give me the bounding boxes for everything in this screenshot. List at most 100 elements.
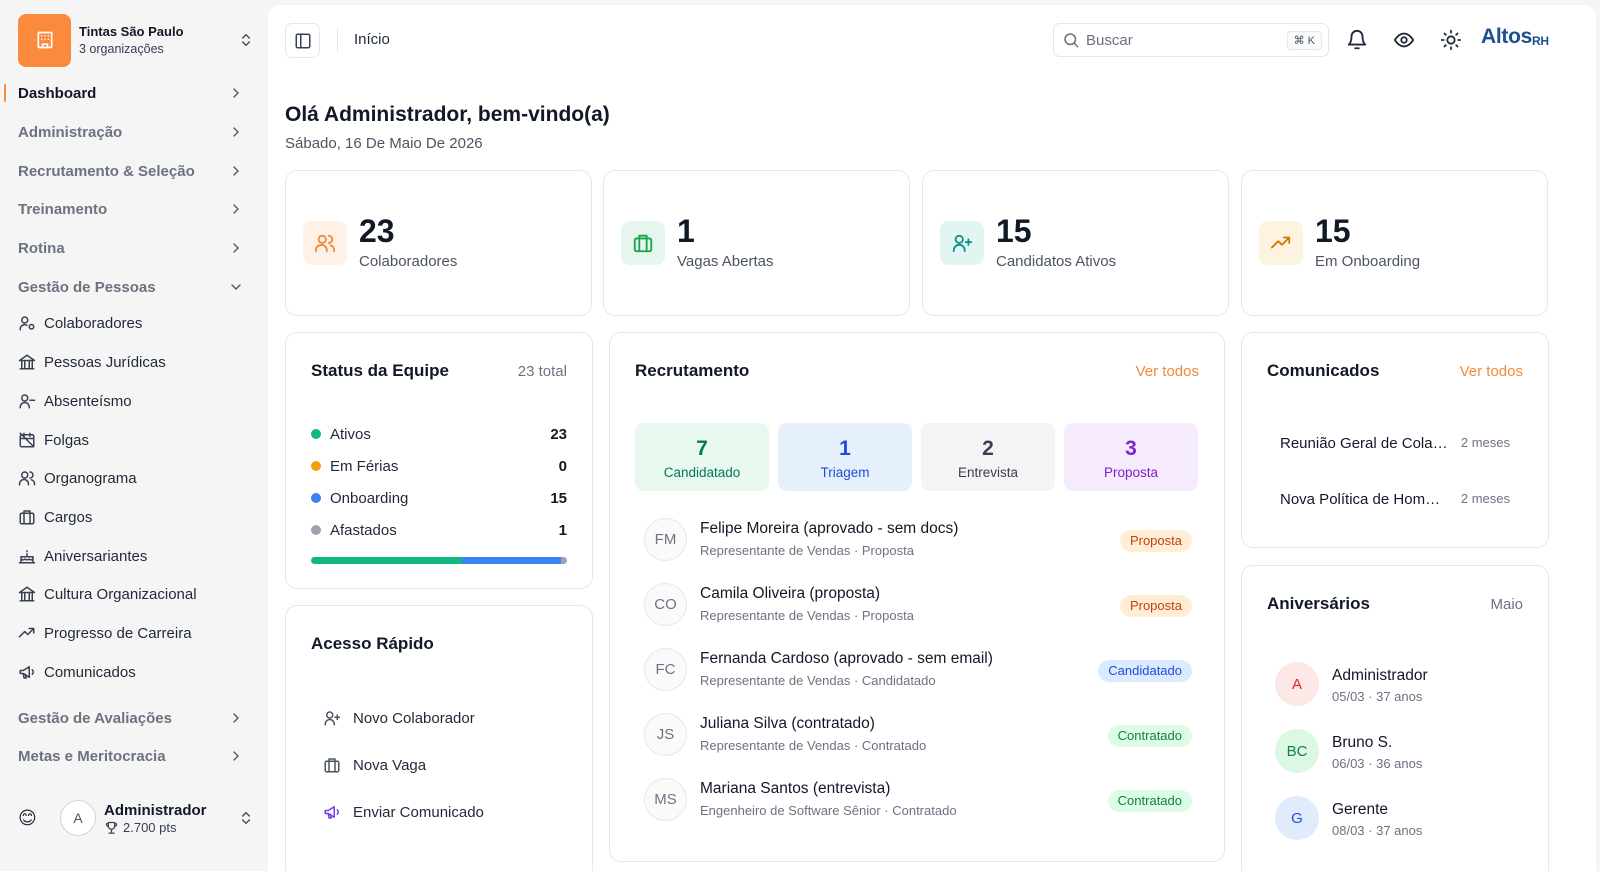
sidebar-item-cargos[interactable]: Cargos	[18, 502, 254, 532]
sidebar-item-cultura[interactable]: Cultura Organizacional	[18, 579, 254, 609]
chevrons-up-down-icon	[242, 34, 250, 46]
sidebar-toggle-button[interactable]	[285, 23, 320, 58]
birthday-item[interactable]: A Administrador 05/03 · 37 anos	[1275, 662, 1515, 708]
avatar: A	[60, 800, 96, 836]
user-menu[interactable]: 😊 A Administrador 2.700 pts	[18, 796, 254, 840]
bell-icon[interactable]	[1346, 29, 1368, 51]
nav-group-recrutamento[interactable]: Recrutamento & Seleção	[0, 155, 260, 187]
bar-segment-ativos	[311, 557, 463, 564]
nav-group-metas[interactable]: Metas e Meritocracia	[0, 740, 260, 772]
stage-count: 2	[982, 437, 994, 460]
status-label: Onboarding	[330, 489, 409, 507]
sidebar-item-absenteismo[interactable]: Absenteísmo	[18, 386, 254, 416]
status-label: Afastados	[330, 521, 397, 539]
sidebar-item-pessoas-juridicas[interactable]: Pessoas Jurídicas	[18, 347, 254, 377]
stat-value: 15	[996, 213, 1032, 249]
recruitment-view-all-link[interactable]: Ver todos	[1135, 363, 1199, 380]
candidate-row[interactable]: FM Felipe Moreira (aprovado - sem docs) …	[644, 516, 1192, 562]
user-plus-icon	[952, 234, 973, 253]
candidate-row[interactable]: JS Juliana Silva (contratado) Representa…	[644, 711, 1192, 757]
announcements-view-all-link[interactable]: Ver todos	[1459, 363, 1523, 380]
birthday-item[interactable]: BC Bruno S. 06/03 · 36 anos	[1275, 729, 1515, 775]
status-row-ativos: Ativos 23	[311, 424, 567, 444]
candidate-name: Juliana Silva (contratado)	[700, 715, 875, 732]
sidebar-item-label: Colaboradores	[44, 314, 143, 332]
candidate-name: Mariana Santos (entrevista)	[700, 780, 891, 797]
birthdays-month: Maio	[1490, 596, 1523, 613]
sidebar-item-label: Folgas	[44, 431, 90, 449]
birthday-item[interactable]: G Gerente 08/03 · 37 anos	[1275, 796, 1515, 842]
org-switcher[interactable]: Tintas São Paulo 3 organizações	[18, 13, 254, 67]
search-placeholder: Buscar	[1086, 31, 1133, 49]
birthday-name: Administrador	[1332, 667, 1428, 684]
stat-card-vagas[interactable]: 1 Vagas Abertas	[603, 170, 910, 316]
stage-candidatado[interactable]: 7 Candidatado	[635, 423, 769, 491]
birthday-detail: 05/03 · 37 anos	[1332, 689, 1423, 704]
candidate-name: Felipe Moreira (aprovado - sem docs)	[700, 520, 959, 537]
birthdays-card: Aniversários Maio A Administrador 05/03 …	[1241, 565, 1549, 871]
eye-icon[interactable]	[1393, 29, 1415, 51]
chevron-right-icon	[233, 751, 239, 761]
breadcrumb[interactable]: Início	[354, 31, 390, 48]
stage-entrevista[interactable]: 2 Entrevista	[921, 423, 1055, 491]
team-status-bar	[311, 557, 567, 564]
nav-group-administracao[interactable]: Administração	[0, 116, 260, 148]
user-minus-icon	[19, 394, 36, 409]
chevron-right-icon	[233, 127, 239, 137]
sun-icon[interactable]	[1440, 29, 1462, 51]
chevron-down-icon	[231, 284, 241, 290]
status-value: 15	[550, 489, 567, 507]
stage-triagem[interactable]: 1 Triagem	[778, 423, 912, 491]
brand-suffix: RH	[1532, 34, 1549, 48]
panel-left-icon	[295, 33, 310, 48]
announcement-item[interactable]: Reunião Geral de Colab... 2 meses	[1280, 435, 1510, 455]
announcement-time: 2 meses	[1460, 491, 1510, 506]
stage-count: 7	[696, 437, 708, 460]
card-title: Aniversários	[1267, 594, 1370, 613]
nav-group-avaliacoes[interactable]: Gestão de Avaliações	[0, 702, 260, 734]
sidebar-item-comunicados[interactable]: Comunicados	[18, 657, 254, 687]
stage-proposta[interactable]: 3 Proposta	[1064, 423, 1198, 491]
brand-logo[interactable]: AltosRH	[1481, 25, 1549, 49]
user-name: Administrador	[104, 801, 207, 819]
birthday-name: Gerente	[1332, 801, 1389, 818]
quick-send-announcement[interactable]: Enviar Comunicado	[323, 800, 484, 824]
status-dot	[311, 525, 321, 535]
nav-group-rotina[interactable]: Rotina	[0, 232, 260, 264]
chevron-right-icon	[233, 204, 239, 214]
sidebar-item-folgas[interactable]: Folgas	[18, 425, 254, 455]
sidebar-item-colaboradores[interactable]: Colaboradores	[18, 308, 254, 338]
status-row-ferias: Em Férias 0	[311, 456, 567, 476]
announcement-title: Reunião Geral de Colab...	[1280, 435, 1448, 452]
stat-card-colaboradores[interactable]: 23 Colaboradores	[285, 170, 592, 316]
stat-card-onboarding[interactable]: 15 Em Onboarding	[1241, 170, 1548, 316]
nav-group-gestao-pessoas[interactable]: Gestão de Pessoas	[0, 271, 260, 303]
sidebar-item-aniversariantes[interactable]: Aniversariantes	[18, 541, 254, 571]
quick-new-employee[interactable]: Novo Colaborador	[323, 706, 475, 730]
status-value: 1	[558, 521, 567, 539]
status-badge: Candidatado	[1098, 660, 1192, 682]
sidebar-item-label: Cultura Organizacional	[44, 585, 197, 603]
users-icon	[314, 234, 336, 253]
user-plus-icon	[324, 711, 341, 726]
candidate-row[interactable]: MS Mariana Santos (entrevista) Engenheir…	[644, 776, 1192, 822]
avatar: G	[1275, 796, 1319, 840]
mood-emoji[interactable]: 😊	[18, 807, 37, 828]
stat-card-candidatos[interactable]: 15 Candidatos Ativos	[922, 170, 1229, 316]
stat-label: Candidatos Ativos	[996, 253, 1117, 270]
nav-group-dashboard[interactable]: Dashboard	[0, 77, 260, 109]
avatar: MS	[644, 778, 687, 821]
birthday-detail: 06/03 · 36 anos	[1332, 756, 1423, 771]
candidate-row[interactable]: FC Fernanda Cardoso (aprovado - sem emai…	[644, 646, 1192, 692]
stat-value: 23	[359, 213, 395, 249]
sidebar-item-progresso-carreira[interactable]: Progresso de Carreira	[18, 618, 254, 648]
candidate-row[interactable]: CO Camila Oliveira (proposta) Representa…	[644, 581, 1192, 627]
announcement-item[interactable]: Nova Política de Home ... 2 meses	[1280, 491, 1510, 511]
candidate-detail: Representante de Vendas · Contratado	[700, 738, 927, 753]
search-input[interactable]: Buscar ⌘ K	[1053, 23, 1329, 57]
nav-group-treinamento[interactable]: Treinamento	[0, 193, 260, 225]
quick-new-job[interactable]: Nova Vaga	[323, 753, 426, 777]
user-cog-icon	[19, 316, 35, 331]
stage-label: Entrevista	[957, 465, 1019, 480]
sidebar-item-organograma[interactable]: Organograma	[18, 463, 254, 493]
